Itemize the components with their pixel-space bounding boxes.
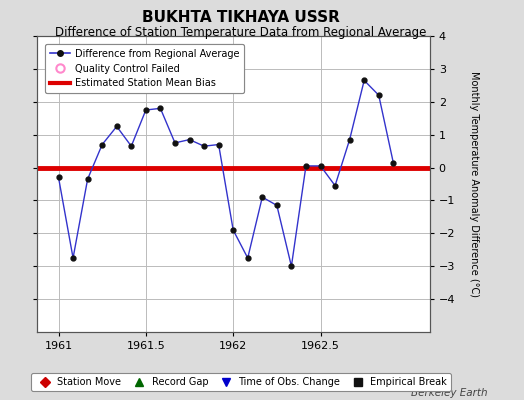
- Legend: Difference from Regional Average, Quality Control Failed, Estimated Station Mean: Difference from Regional Average, Qualit…: [46, 44, 244, 93]
- Text: BUKHTA TIKHAYA USSR: BUKHTA TIKHAYA USSR: [142, 10, 340, 25]
- Y-axis label: Monthly Temperature Anomaly Difference (°C): Monthly Temperature Anomaly Difference (…: [469, 71, 479, 297]
- Text: Difference of Station Temperature Data from Regional Average: Difference of Station Temperature Data f…: [56, 26, 427, 39]
- Legend: Station Move, Record Gap, Time of Obs. Change, Empirical Break: Station Move, Record Gap, Time of Obs. C…: [31, 373, 451, 391]
- Text: Berkeley Earth: Berkeley Earth: [411, 388, 487, 398]
